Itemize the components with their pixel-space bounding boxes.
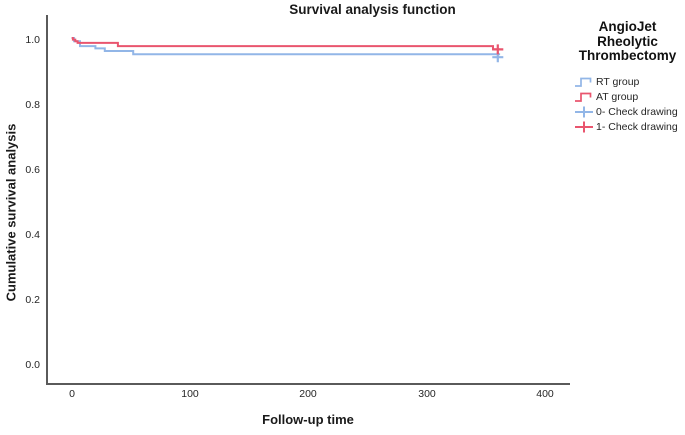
y-tick-label: 0.6 xyxy=(25,164,40,176)
legend: AngioJet Rheolytic Thrombectomy RT group… xyxy=(570,19,685,134)
legend-item-censor-0: 0- Check drawing xyxy=(574,105,685,119)
legend-item-label: 1- Check drawing xyxy=(596,120,678,133)
y-tick-label: 0.2 xyxy=(25,294,40,306)
y-tick-label: 0.0 xyxy=(25,359,40,371)
step-line-icon xyxy=(575,77,592,87)
y-axis-title: Cumulative survival analysis xyxy=(3,123,19,302)
legend-item-rt-group: RT group xyxy=(574,75,685,89)
y-axis-line xyxy=(46,15,48,383)
plus-marker-icon xyxy=(575,121,593,132)
legend-item-label: 0- Check drawing xyxy=(596,105,678,118)
y-tick-label: 0.8 xyxy=(25,99,40,111)
x-tick-label: 100 xyxy=(181,388,199,400)
at-group-censor-marks xyxy=(492,44,504,55)
x-tick-label: 200 xyxy=(299,388,317,400)
x-tick-label: 300 xyxy=(418,388,436,400)
legend-item-censor-1: 1- Check drawing xyxy=(574,120,685,134)
legend-title-line: AngioJet xyxy=(598,19,657,34)
y-tick-label: 0.4 xyxy=(25,229,40,241)
legend-item-label: RT group xyxy=(596,75,640,88)
x-tick-label: 0 xyxy=(69,388,75,400)
y-tick-label: 1.0 xyxy=(25,34,40,46)
legend-title: AngioJet Rheolytic Thrombectomy xyxy=(570,19,685,64)
step-line-icon xyxy=(575,92,592,102)
rt-group-curve xyxy=(71,37,501,56)
legend-title-line: Rheolytic xyxy=(597,33,658,49)
legend-item-at-group: AT group xyxy=(574,90,685,104)
plus-marker-icon xyxy=(575,106,593,117)
x-axis-line xyxy=(46,383,570,385)
chart-title: Survival analysis function xyxy=(289,2,456,17)
legend-item-label: AT group xyxy=(596,90,639,103)
rt-group-censor-marks xyxy=(492,52,504,63)
at-group-curve xyxy=(71,37,501,51)
x-tick-label: 400 xyxy=(536,388,554,400)
legend-items: RT group AT group 0- Check drawing 1- Ch… xyxy=(570,75,685,134)
legend-title-line: Thrombectomy xyxy=(578,48,677,63)
x-axis-title: Follow-up time xyxy=(262,412,354,427)
